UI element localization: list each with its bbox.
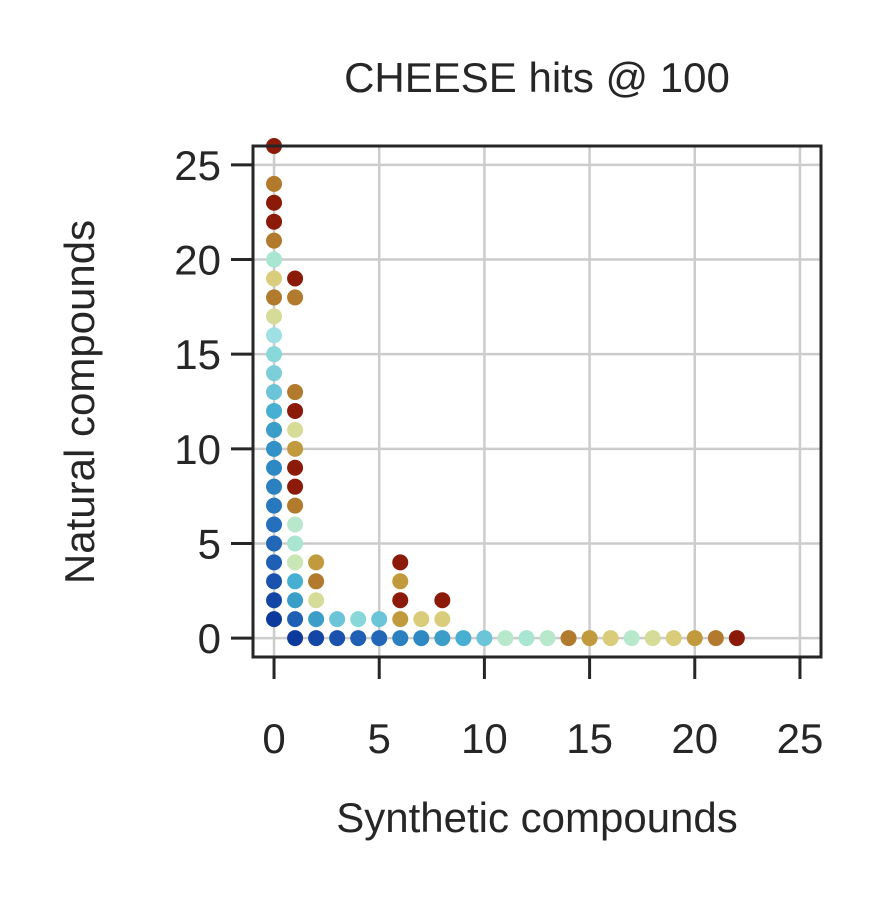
- data-point: [266, 592, 283, 609]
- data-point: [581, 630, 598, 647]
- data-point: [434, 611, 451, 628]
- data-point: [266, 440, 283, 457]
- data-point: [434, 592, 451, 609]
- y-tick-label: 25: [174, 142, 221, 189]
- data-point: [602, 630, 619, 647]
- data-point: [266, 213, 283, 230]
- y-tick-label: 15: [174, 331, 221, 378]
- data-point: [287, 478, 304, 495]
- data-point: [287, 384, 304, 401]
- axes-frame: [251, 144, 823, 659]
- data-point: [266, 497, 283, 514]
- data-point: [308, 554, 325, 571]
- x-tick-label: 0: [262, 715, 285, 762]
- data-point: [266, 402, 283, 419]
- data-point: [371, 611, 388, 628]
- data-point: [392, 573, 409, 590]
- y-tick-label: 5: [198, 520, 221, 567]
- data-point: [623, 630, 640, 647]
- data-point: [707, 630, 724, 647]
- x-tick-label: 10: [461, 715, 508, 762]
- data-point: [287, 592, 304, 609]
- y-tick-label: 0: [198, 615, 221, 662]
- ticks: 0 5 10 15 20 25 0 5 10 15 20 25: [174, 142, 823, 762]
- data-point: [392, 592, 409, 609]
- data-point: [266, 554, 283, 571]
- data-point: [476, 630, 493, 647]
- data-point: [308, 573, 325, 590]
- data-point: [266, 327, 283, 344]
- data-point: [287, 516, 304, 533]
- y-axis-label: Natural compounds: [56, 220, 103, 584]
- data-point: [308, 592, 325, 609]
- data-point: [497, 630, 514, 647]
- data-point: [266, 535, 283, 552]
- data-point: [392, 611, 409, 628]
- data-point: [266, 573, 283, 590]
- y-tick-label: 10: [174, 426, 221, 473]
- data-point: [539, 630, 556, 647]
- data-point: [392, 630, 409, 647]
- x-tick-label: 15: [566, 715, 613, 762]
- data-point: [413, 630, 430, 647]
- data-point: [308, 611, 325, 628]
- data-point: [266, 611, 283, 628]
- data-point: [287, 440, 304, 457]
- x-tick-label: 20: [671, 715, 718, 762]
- data-point: [266, 175, 283, 192]
- data-point: [287, 554, 304, 571]
- data-point: [350, 611, 367, 628]
- data-point: [350, 630, 367, 647]
- data-point: [266, 459, 283, 476]
- data-point: [266, 308, 283, 325]
- data-point: [287, 459, 304, 476]
- data-point: [560, 630, 577, 647]
- data-point: [266, 194, 283, 211]
- data-point: [287, 270, 304, 287]
- data-point: [665, 630, 682, 647]
- data-point: [413, 611, 430, 628]
- data-point: [266, 251, 283, 268]
- data-point: [287, 630, 304, 647]
- data-point: [287, 611, 304, 628]
- data-point: [287, 289, 304, 306]
- data-point: [392, 554, 409, 571]
- data-point: [266, 346, 283, 363]
- data-point: [308, 630, 325, 647]
- data-point: [287, 421, 304, 438]
- data-point: [266, 516, 283, 533]
- x-tick-label: 5: [368, 715, 391, 762]
- data-points: [266, 138, 745, 647]
- data-point: [266, 478, 283, 495]
- data-point: [455, 630, 472, 647]
- grid: [253, 146, 821, 657]
- data-point: [287, 497, 304, 514]
- data-point: [644, 630, 661, 647]
- data-point: [371, 630, 388, 647]
- data-point: [686, 630, 703, 647]
- data-point: [434, 630, 451, 647]
- data-point: [266, 232, 283, 249]
- data-point: [266, 289, 283, 306]
- data-point: [266, 270, 283, 287]
- data-point: [287, 535, 304, 552]
- x-axis-label: Synthetic compounds: [336, 794, 738, 841]
- data-point: [518, 630, 535, 647]
- data-point: [728, 630, 745, 647]
- data-point: [329, 611, 346, 628]
- data-point: [266, 384, 283, 401]
- data-point: [287, 573, 304, 590]
- data-point: [329, 630, 346, 647]
- data-point: [287, 402, 304, 419]
- data-point: [266, 421, 283, 438]
- y-tick-label: 20: [174, 237, 221, 284]
- x-tick-label: 25: [777, 715, 824, 762]
- chart-title: CHEESE hits @ 100: [344, 54, 730, 101]
- data-point: [266, 365, 283, 382]
